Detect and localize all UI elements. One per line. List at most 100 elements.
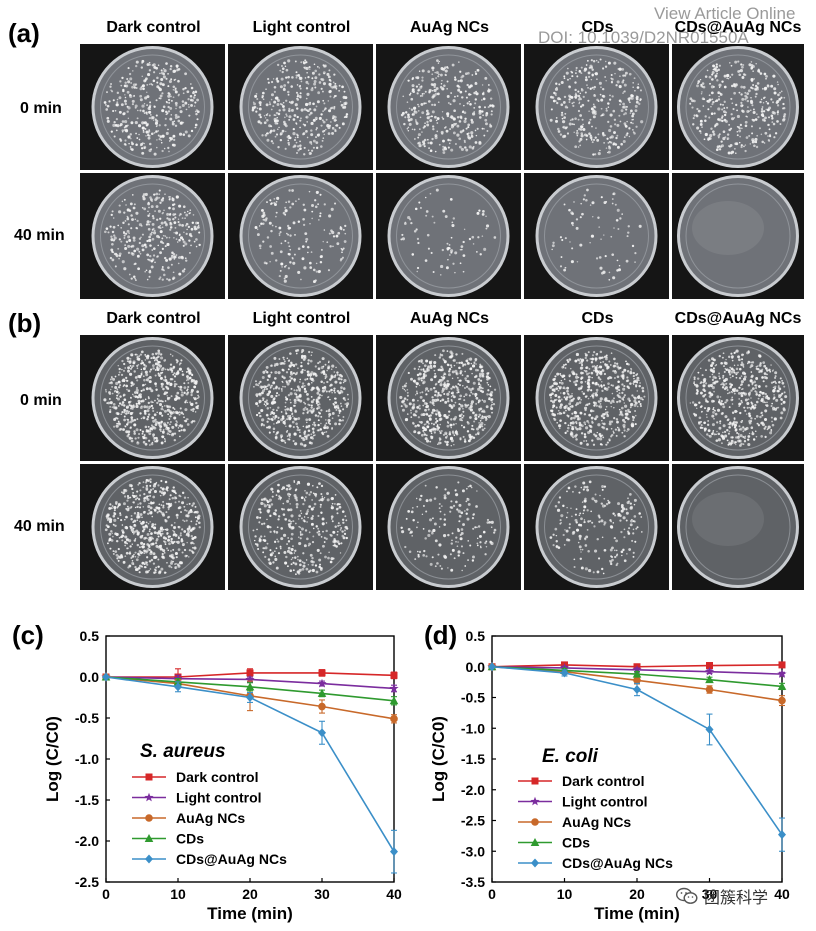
wechat-badge: 团簇科学 xyxy=(676,884,768,908)
x-tick-label: 30 xyxy=(702,886,718,902)
legend-marker xyxy=(145,814,153,822)
x-axis-label: Time (min) xyxy=(594,904,680,923)
colonies xyxy=(399,349,497,447)
dish-agar xyxy=(538,49,655,165)
petri-dish-light-control-0-min xyxy=(228,335,373,461)
colonies xyxy=(103,59,200,156)
y-tick-label: -2.0 xyxy=(461,782,485,798)
data-point xyxy=(390,715,398,723)
data-point xyxy=(633,685,641,695)
dish-agar xyxy=(94,178,211,294)
x-tick-label: 30 xyxy=(314,886,330,902)
data-point xyxy=(632,669,642,678)
colonies xyxy=(689,349,788,447)
petri-dish-auag-ncs-0-min xyxy=(376,44,521,170)
legend-marker xyxy=(145,773,153,781)
column-header-auag-ncs: AuAg NCs xyxy=(409,19,490,36)
petri-dish-auag-ncs-40-min xyxy=(376,464,521,590)
column-header-auag-ncs: AuAg NCs xyxy=(409,310,490,327)
colonies xyxy=(400,59,495,154)
colonies xyxy=(549,350,646,446)
y-tick-label: -0.5 xyxy=(75,710,99,726)
x-tick-label: 20 xyxy=(629,886,645,902)
petri-dish-dark-control-0-min xyxy=(80,335,225,461)
data-point xyxy=(705,675,714,684)
x-tick-label: 0 xyxy=(102,886,110,902)
column-header-light-control: Light control xyxy=(252,19,351,36)
y-tick-label: 0.0 xyxy=(466,659,486,675)
petri-dish-cds-auag-ncs-0-min xyxy=(672,335,804,461)
x-tick-label: 0 xyxy=(488,886,496,902)
colonies xyxy=(251,59,349,156)
row-header-0-min: 0 min xyxy=(20,392,62,409)
colonies xyxy=(103,349,200,446)
chart-d-e-coli: (d) 0.5 0.0 -0.5 -1.0 -1.5 -2.0 -2.5 -3.0 -3.50 10… xyxy=(424,620,790,923)
colonies xyxy=(551,188,642,281)
x-tick-label: 10 xyxy=(557,886,573,902)
colonies xyxy=(104,478,201,575)
petri-dish-light-control-40-min xyxy=(228,464,373,590)
petri-dish-dark-control-0-min xyxy=(80,44,225,170)
data-point xyxy=(705,685,714,694)
column-header-dark-control: Dark control xyxy=(106,310,201,327)
y-tick-label: 0.5 xyxy=(466,628,486,644)
data-point xyxy=(389,696,399,705)
legend-entry-cds: CDs xyxy=(176,831,204,847)
dish-agar xyxy=(680,178,796,294)
watermark-doi[interactable]: DOI: 10.1039/D2NR01550A xyxy=(538,28,749,47)
panel-label: (d) xyxy=(424,620,457,650)
data-point xyxy=(317,688,327,697)
y-tick-label: -2.5 xyxy=(461,813,485,829)
y-axis-label: Log (C/C0) xyxy=(429,716,448,802)
legend-entry-light-control: Light control xyxy=(176,790,262,806)
row-header-0-min: 0 min xyxy=(20,100,62,117)
y-tick-label: -0.5 xyxy=(461,690,485,706)
colonies xyxy=(104,189,201,282)
colonies xyxy=(400,481,497,572)
row-header-40-min: 40 min xyxy=(14,518,65,535)
row-header-40-min: 40 min xyxy=(14,227,65,244)
watermark-view-article[interactable]: View Article Online xyxy=(654,4,796,23)
dish-agar xyxy=(680,49,796,165)
petri-dish-dark-control-40-min xyxy=(80,464,225,590)
dish-agar xyxy=(390,178,507,294)
petri-dish-auag-ncs-0-min xyxy=(376,335,521,461)
legend: Dark control Light control AuAg NCs CDs CDs@… xyxy=(132,769,287,867)
y-tick-label: -1.5 xyxy=(461,751,485,767)
legend-marker xyxy=(530,838,540,846)
data-point xyxy=(777,681,787,690)
data-point xyxy=(245,674,255,684)
data-point xyxy=(318,702,326,711)
data-point xyxy=(318,728,326,738)
y-tick-label: -2.5 xyxy=(75,874,99,890)
petri-dish-cds-auag-ncs-40-min xyxy=(672,173,804,299)
dish-agar xyxy=(242,178,359,294)
series-cds-auag-ncs xyxy=(102,672,398,874)
legend-entry-light-control: Light control xyxy=(562,794,648,810)
chart-c-s-aureus: (c) 0.5 0.0 -0.5 -1.0 -1.5 -2.0 -2.50 10 20 30 40 Ti… xyxy=(12,620,402,923)
column-header-cds: CDs xyxy=(581,19,614,36)
petri-dish-light-control-0-min xyxy=(228,44,373,170)
column-header-cds-auag-ncs: CDs@AuAg NCs xyxy=(674,19,802,36)
series-cds-auag-ncs xyxy=(488,662,786,852)
data-point xyxy=(704,666,715,676)
x-tick-label: 40 xyxy=(386,886,402,902)
data-point xyxy=(560,668,569,678)
legend-entry-cds: CDs xyxy=(562,835,590,851)
wechat-icon xyxy=(676,887,698,904)
legend-marker xyxy=(531,777,539,785)
x-tick-label: 20 xyxy=(242,886,258,902)
data-point xyxy=(778,661,786,669)
dish-agar xyxy=(242,340,359,456)
legend-entry-dark-control: Dark control xyxy=(562,773,644,789)
legend-marker xyxy=(531,818,539,826)
petri-dish-cds-40-min xyxy=(524,464,669,590)
y-tick-label: -3.5 xyxy=(461,874,485,890)
wechat-badge-text: 团簇科学 xyxy=(704,890,769,907)
data-point xyxy=(778,696,786,705)
colonies xyxy=(549,480,643,575)
y-tick-label: -1.5 xyxy=(75,792,99,808)
colonies xyxy=(252,480,349,576)
petri-dish-light-control-40-min xyxy=(228,173,373,299)
line-charts: (c) 0.50.0-0.5-1.0-1.5-2.0-2.50 10 20 30 40Ti… xyxy=(12,620,790,923)
